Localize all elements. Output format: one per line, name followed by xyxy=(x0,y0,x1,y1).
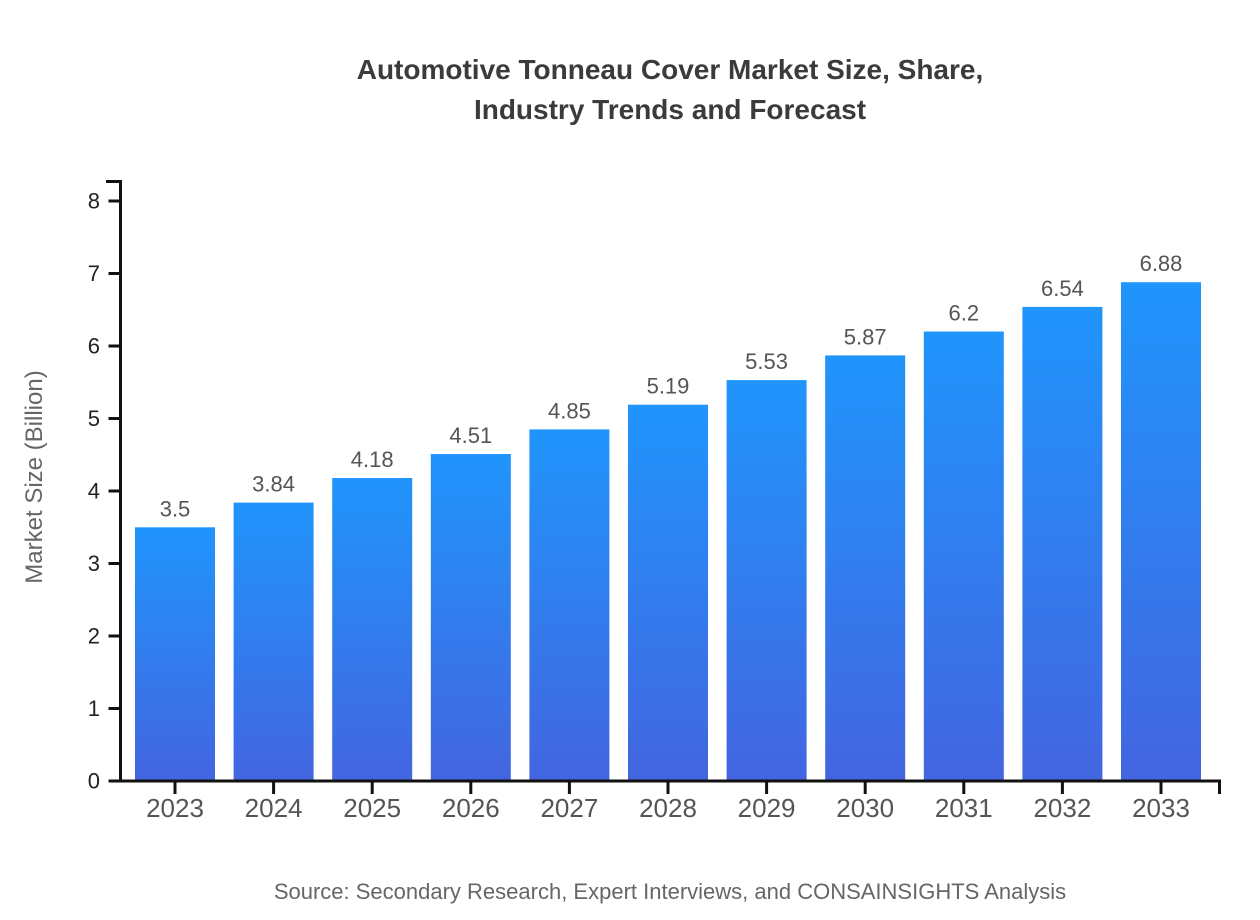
bar-value-label-2028: 5.19 xyxy=(647,374,690,399)
bar-2030 xyxy=(825,355,906,781)
bar-value-label-2023: 3.5 xyxy=(160,496,191,521)
bar-2023 xyxy=(135,527,215,782)
chart-title-line2: Industry Trends and Forecast xyxy=(473,94,867,125)
x-tick-label-2025: 2025 xyxy=(343,793,401,823)
bar-value-label-2027: 4.85 xyxy=(548,398,591,423)
x-tick-label-2032: 2032 xyxy=(1033,793,1091,823)
bar-value-label-2025: 4.18 xyxy=(351,447,394,472)
x-tick-label-2027: 2027 xyxy=(540,793,598,823)
x-tick-label-2033: 2033 xyxy=(1132,793,1190,823)
bar-value-label-2032: 6.54 xyxy=(1041,276,1084,301)
y-tick-label: 6 xyxy=(88,334,100,359)
x-tick-label-2023: 2023 xyxy=(146,793,204,823)
chart-title-line1: Automotive Tonneau Cover Market Size, Sh… xyxy=(356,54,984,85)
source-note: Source: Secondary Research, Expert Inter… xyxy=(273,879,1067,904)
x-tick-label-2026: 2026 xyxy=(442,793,500,823)
x-tick-label-2030: 2030 xyxy=(836,793,894,823)
bar-2024 xyxy=(233,502,314,781)
y-tick-label: 7 xyxy=(88,261,100,286)
y-tick-label: 5 xyxy=(88,406,100,431)
bar-value-label-2024: 3.84 xyxy=(252,472,295,497)
y-tick-label: 2 xyxy=(88,624,100,649)
bar-2026 xyxy=(430,454,511,781)
y-tick-label: 3 xyxy=(88,551,100,576)
x-tick-label-2031: 2031 xyxy=(935,793,993,823)
bar-value-label-2031: 6.2 xyxy=(949,301,980,326)
bar-value-label-2033: 6.88 xyxy=(1140,251,1183,276)
bar-value-label-2029: 5.53 xyxy=(745,349,788,374)
chart-title: Automotive Tonneau Cover Market Size, Sh… xyxy=(80,50,1260,130)
y-tick-label: 1 xyxy=(88,696,100,721)
x-tick-label-2029: 2029 xyxy=(738,793,796,823)
y-axis-title: Market Size (Billion) xyxy=(21,370,48,584)
bar-2032 xyxy=(1022,306,1103,781)
bar-2033 xyxy=(1121,282,1201,781)
y-tick-label: 0 xyxy=(88,769,100,794)
x-tick-label-2028: 2028 xyxy=(639,793,697,823)
bar-2029 xyxy=(726,380,807,781)
bar-value-label-2030: 5.87 xyxy=(844,324,887,349)
bar-2028 xyxy=(628,404,708,781)
x-tick-label-2024: 2024 xyxy=(245,793,303,823)
y-tick-label: 4 xyxy=(88,479,100,504)
bar-2025 xyxy=(332,478,413,781)
bar-value-label-2026: 4.51 xyxy=(449,423,492,448)
bar-2031 xyxy=(923,331,1004,781)
bar-2027 xyxy=(529,429,610,781)
y-tick-label: 8 xyxy=(88,189,100,214)
